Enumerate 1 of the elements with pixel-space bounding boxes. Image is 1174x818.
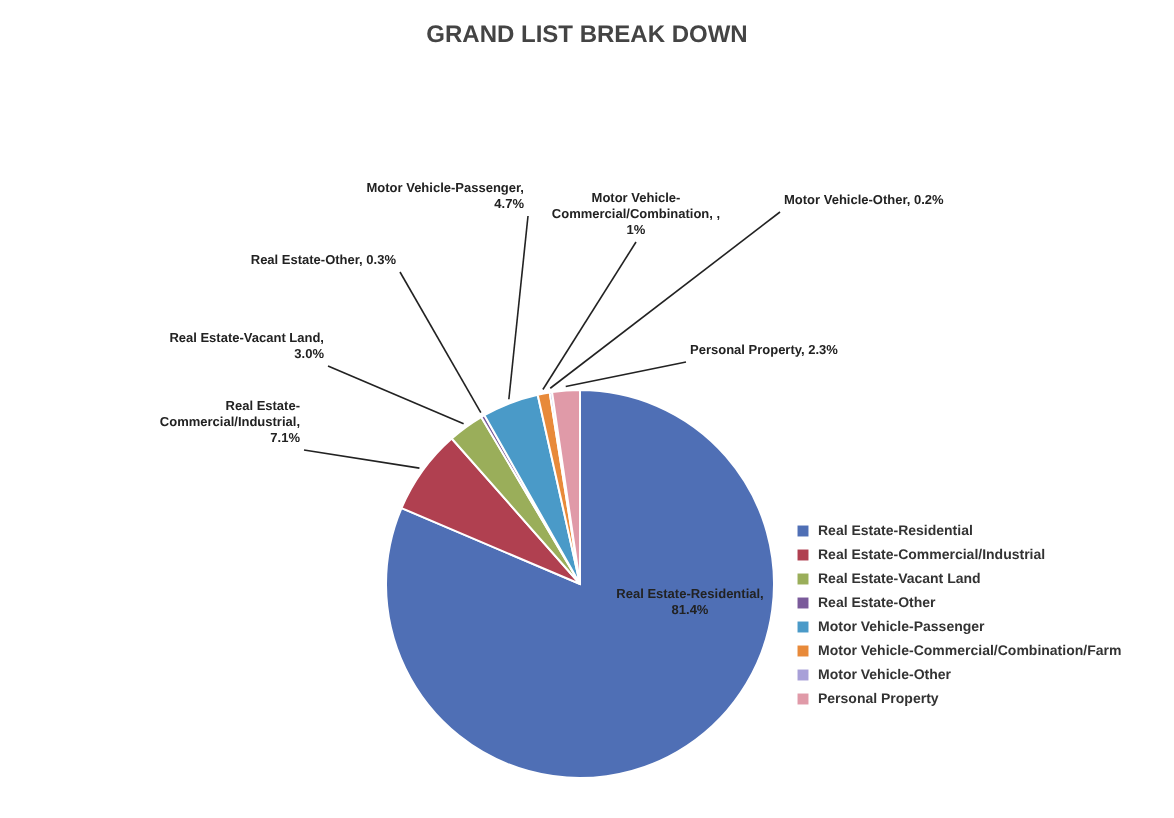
chart-title: GRAND LIST BREAK DOWN <box>426 20 748 48</box>
